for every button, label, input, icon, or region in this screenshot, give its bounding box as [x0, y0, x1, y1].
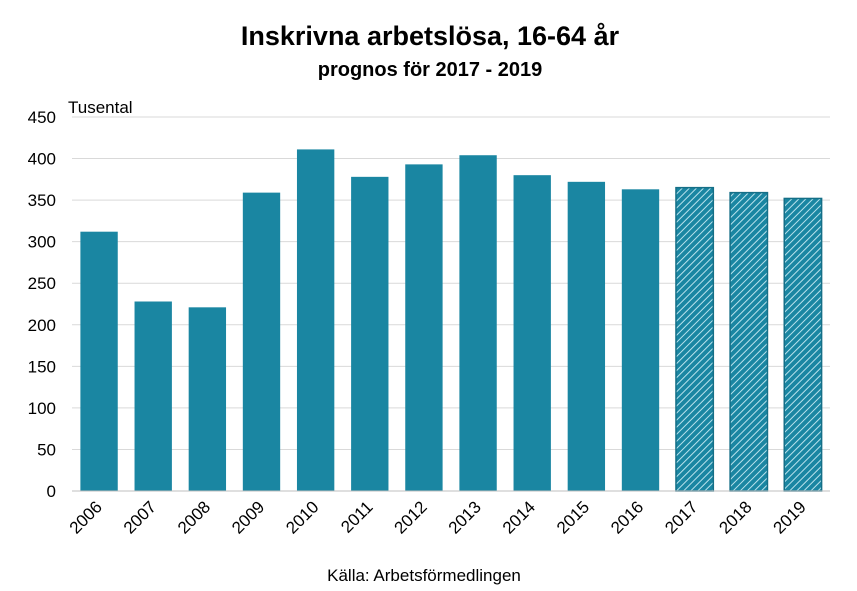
- y-axis-ticks: 0 50 100 150 200 250 300 350 400 450: [28, 108, 56, 501]
- gridlines: [72, 116, 830, 450]
- x-tick-label: 2019: [770, 497, 810, 537]
- x-tick-label: 2012: [391, 497, 431, 537]
- y-tick-label: 450: [28, 108, 56, 127]
- y-tick-label: 100: [28, 399, 56, 418]
- x-tick-label: 2017: [661, 497, 701, 537]
- y-tick-label: 50: [37, 440, 56, 459]
- x-tick-label: 2007: [120, 497, 160, 537]
- x-tick-label: 2009: [228, 497, 268, 537]
- bar-2006: [80, 231, 118, 491]
- bar-2011: [351, 176, 389, 491]
- forecast-bar-2017: [675, 186, 715, 492]
- x-tick-label: 2018: [715, 497, 755, 537]
- x-tick-label: 2006: [66, 497, 106, 537]
- bar-2012: [405, 164, 443, 491]
- x-tick-label: 2015: [553, 497, 593, 537]
- y-tick-label: 350: [28, 191, 56, 210]
- y-tick-label: 250: [28, 274, 56, 293]
- y-tick-label: 200: [28, 316, 56, 335]
- x-axis-ticks: 2006 2007 2008 2009 2010 2011 2012 2013 2014 2015…: [66, 497, 810, 537]
- forecast-bar-2018: [729, 191, 769, 492]
- bars: [80, 149, 823, 492]
- y-tick-label: 400: [28, 150, 56, 169]
- bar-2013: [459, 155, 497, 491]
- chart-title: Inskrivna arbetslösa, 16-64 år: [241, 21, 620, 51]
- bar-2015: [567, 181, 606, 491]
- y-tick-label: 150: [28, 357, 56, 376]
- x-tick-label: 2010: [282, 497, 322, 537]
- x-tick-label: 2013: [445, 497, 485, 537]
- bar-2016: [621, 189, 660, 491]
- x-tick-label: 2016: [607, 497, 647, 537]
- bar-2007: [134, 301, 172, 491]
- x-tick-label: 2008: [174, 497, 214, 537]
- forecast-bar-2019: [783, 197, 823, 492]
- source-note: Källa: Arbetsförmedlingen: [327, 566, 521, 585]
- bar-2014: [513, 175, 551, 491]
- chart-subtitle: prognos för 2017 - 2019: [318, 59, 543, 81]
- y-tick-label: 300: [28, 233, 56, 252]
- bar-2009: [242, 192, 281, 491]
- y-tick-label: 0: [47, 482, 56, 501]
- x-tick-label: 2011: [337, 497, 376, 536]
- bar-2010: [296, 149, 335, 491]
- y-axis-label: Tusental: [68, 98, 133, 117]
- bar-2008: [188, 307, 227, 491]
- x-tick-label: 2014: [499, 497, 539, 537]
